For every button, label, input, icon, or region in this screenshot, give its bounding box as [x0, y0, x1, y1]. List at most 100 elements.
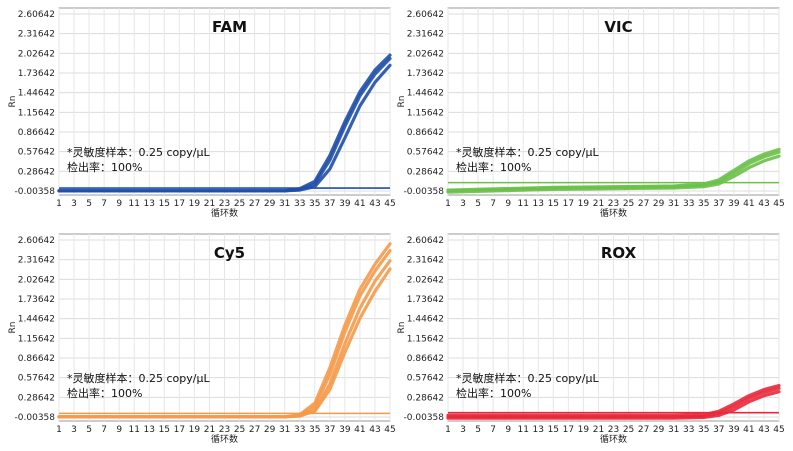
y-tick-label: -0.00358 [15, 187, 56, 197]
x-tick-label: 45 [773, 425, 784, 435]
x-tick-label: 39 [728, 425, 740, 435]
x-tick-label: 3 [460, 199, 466, 209]
x-tick-label: 43 [369, 199, 380, 209]
y-tick-label: 0.57642 [18, 148, 55, 158]
x-tick-label: 1 [445, 199, 451, 209]
y-tick-label: 2.60642 [407, 236, 444, 246]
x-tick-label: 29 [264, 425, 276, 435]
x-tick-label: 35 [309, 425, 320, 435]
chart-panel-fam: 2.60642 2.31642 2.02642 1.73642 1.44642 1.156… [8, 7, 396, 219]
chart-title: Cy5 [214, 244, 245, 262]
x-tick-label: 9 [116, 199, 122, 209]
chart-title: ROX [601, 244, 637, 262]
x-tick-label: 11 [518, 199, 529, 209]
x-tick-label: 1 [56, 199, 62, 209]
y-tick-label: 2.31642 [18, 256, 55, 266]
x-tick-label: 15 [548, 199, 559, 209]
x-tick-label: 7 [490, 199, 496, 209]
x-tick-label: 21 [593, 199, 604, 209]
x-tick-label: 25 [623, 425, 634, 435]
x-tick-label: 29 [653, 199, 665, 209]
x-tick-label: 37 [713, 199, 724, 209]
y-tick-label: 0.86642 [18, 128, 55, 138]
x-tick-label: 13 [533, 199, 544, 209]
x-tick-label: 39 [728, 199, 740, 209]
x-tick-label: 7 [101, 199, 107, 209]
x-tick-label: 5 [86, 199, 92, 209]
chart-panel-cy5: 2.60642 2.31642 2.02642 1.73642 1.44642 1.156… [8, 233, 396, 445]
amplification-curve [57, 53, 392, 193]
y-axis-label: Rn [397, 322, 407, 334]
x-tick-label: 43 [369, 425, 380, 435]
y-tick-label: 1.44642 [18, 315, 55, 325]
y-tick-label: 2.60642 [18, 236, 55, 246]
y-tick-label: 1.15642 [18, 108, 55, 118]
x-tick-label: 15 [159, 425, 170, 435]
x-tick-label: 3 [460, 425, 466, 435]
y-tick-label: 2.60642 [18, 10, 55, 20]
x-tick-label: 19 [189, 199, 201, 209]
x-tick-label: 17 [174, 199, 185, 209]
annotation-text: *灵敏度样本：0.25 copy/μL [67, 145, 210, 159]
x-tick-label: 27 [638, 425, 649, 435]
x-tick-label: 43 [758, 425, 769, 435]
x-tick-label: 41 [743, 199, 754, 209]
amplification-curve [446, 147, 781, 192]
x-axis-label: 循环数 [600, 433, 627, 445]
x-tick-label: 35 [698, 425, 709, 435]
y-tick-label: 1.73642 [407, 69, 444, 79]
y-tick-label: 0.28642 [18, 167, 55, 177]
x-tick-label: 5 [475, 425, 481, 435]
y-tick-label: 2.31642 [18, 30, 55, 40]
x-tick-label: 13 [144, 199, 155, 209]
amplification-curve [57, 267, 392, 419]
x-tick-label: 7 [101, 425, 107, 435]
x-tick-label: 33 [294, 199, 305, 209]
x-tick-label: 1 [56, 425, 62, 435]
y-tick-label: -0.00358 [404, 413, 445, 423]
amplification-curve [446, 384, 781, 417]
y-tick-label: 1.73642 [18, 295, 55, 305]
x-tick-label: 39 [339, 199, 351, 209]
x-tick-label: 35 [309, 199, 320, 209]
y-tick-label: 1.15642 [407, 108, 444, 118]
x-tick-label: 41 [354, 425, 365, 435]
chart-panel-rox: 2.60642 2.31642 2.02642 1.73642 1.44642 1.156… [397, 233, 785, 445]
y-tick-label: 0.57642 [407, 148, 444, 158]
x-tick-label: 25 [623, 199, 634, 209]
x-tick-label: 31 [279, 425, 290, 435]
annotation-text: *灵敏度样本：0.25 copy/μL [67, 371, 210, 385]
x-tick-label: 23 [219, 199, 230, 209]
annotation-text: 检出率：100% [67, 386, 142, 400]
x-tick-label: 35 [698, 199, 709, 209]
y-tick-label: 0.28642 [407, 167, 444, 177]
x-tick-label: 29 [653, 425, 665, 435]
x-tick-label: 41 [354, 199, 365, 209]
x-tick-label: 23 [608, 199, 619, 209]
annotation-text: *灵敏度样本：0.25 copy/μL [456, 145, 599, 159]
amplification-curve [446, 154, 781, 194]
y-tick-label: 0.28642 [18, 393, 55, 403]
x-tick-label: 15 [159, 199, 170, 209]
y-tick-label: -0.00358 [15, 413, 56, 423]
y-tick-label: 2.02642 [18, 49, 55, 59]
y-tick-label: -0.00358 [404, 187, 445, 197]
x-tick-label: 29 [264, 199, 276, 209]
x-axis-label: 循环数 [211, 433, 238, 445]
annotation-text: 检出率：100% [456, 386, 531, 400]
x-tick-label: 7 [490, 425, 496, 435]
x-tick-label: 27 [249, 199, 260, 209]
y-tick-label: 2.31642 [407, 30, 444, 40]
x-tick-label: 37 [713, 425, 724, 435]
x-tick-label: 27 [638, 199, 649, 209]
x-tick-label: 9 [505, 425, 511, 435]
x-tick-label: 1 [445, 425, 451, 435]
x-tick-label: 31 [668, 425, 679, 435]
chart-panel-vic: 2.60642 2.31642 2.02642 1.73642 1.44642 1.156… [397, 7, 785, 219]
annotation-text: 检出率：100% [67, 160, 142, 174]
chart-title: FAM [212, 18, 247, 36]
y-axis-label: Rn [397, 96, 407, 108]
annotation-text: 检出率：100% [456, 160, 531, 174]
x-tick-label: 5 [475, 199, 481, 209]
x-tick-label: 13 [533, 425, 544, 435]
